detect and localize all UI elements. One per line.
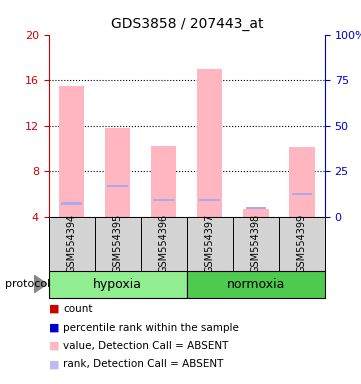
Text: ■: ■ bbox=[49, 323, 59, 333]
Title: GDS3858 / 207443_at: GDS3858 / 207443_at bbox=[110, 17, 263, 31]
Text: GSM554395: GSM554395 bbox=[113, 214, 123, 273]
Text: ■: ■ bbox=[49, 341, 59, 351]
Bar bbox=[289, 147, 314, 217]
Text: GSM554394: GSM554394 bbox=[67, 214, 77, 273]
Text: rank, Detection Call = ABSENT: rank, Detection Call = ABSENT bbox=[63, 359, 223, 369]
Bar bbox=[243, 209, 269, 217]
Text: normoxia: normoxia bbox=[227, 278, 285, 291]
Text: value, Detection Call = ABSENT: value, Detection Call = ABSENT bbox=[63, 341, 229, 351]
Text: count: count bbox=[63, 304, 93, 314]
Bar bbox=[49, 271, 187, 298]
Text: GSM554399: GSM554399 bbox=[297, 214, 307, 273]
Bar bbox=[197, 69, 222, 217]
Bar bbox=[292, 193, 312, 195]
Bar bbox=[105, 128, 130, 217]
Text: hypoxia: hypoxia bbox=[93, 278, 142, 291]
Text: ■: ■ bbox=[49, 359, 59, 369]
Text: percentile rank within the sample: percentile rank within the sample bbox=[63, 323, 239, 333]
Bar bbox=[108, 185, 128, 187]
Bar bbox=[61, 202, 82, 205]
Text: GSM554397: GSM554397 bbox=[205, 214, 215, 273]
Bar bbox=[245, 207, 266, 209]
Text: GSM554396: GSM554396 bbox=[159, 214, 169, 273]
Bar bbox=[200, 199, 220, 201]
Polygon shape bbox=[34, 275, 47, 293]
Bar bbox=[151, 146, 177, 217]
Bar bbox=[153, 199, 174, 201]
Bar bbox=[187, 271, 325, 298]
Text: ■: ■ bbox=[49, 304, 59, 314]
Bar bbox=[59, 86, 84, 217]
Text: protocol: protocol bbox=[5, 279, 51, 289]
Text: GSM554398: GSM554398 bbox=[251, 214, 261, 273]
